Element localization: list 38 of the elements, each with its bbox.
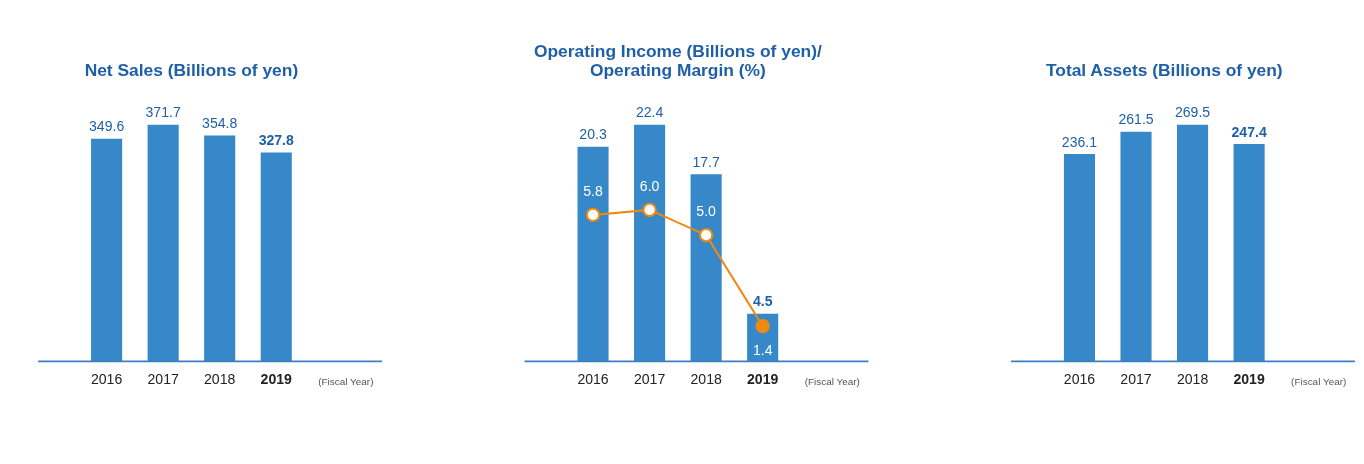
data-label: 327.8 bbox=[258, 132, 295, 149]
data-label: 22.4 bbox=[635, 104, 664, 121]
x-tick-label: 2017 bbox=[147, 371, 179, 388]
data-label: 371.7 bbox=[145, 104, 181, 121]
data-label: 4.5 bbox=[752, 293, 773, 310]
data-label: 349.6 bbox=[88, 118, 125, 135]
x-axis-title: (Fiscal Year) bbox=[1291, 375, 1347, 387]
data-label: 5.0 bbox=[696, 203, 717, 220]
data-label: 6.0 bbox=[639, 177, 660, 194]
data-label: 17.7 bbox=[692, 153, 720, 170]
chart-title: Net Sales (Billions of yen) bbox=[84, 60, 299, 81]
data-label: 261.5 bbox=[1118, 111, 1154, 128]
x-axis-title: (Fiscal Year) bbox=[804, 375, 860, 387]
x-tick-label: 2018 bbox=[690, 371, 722, 388]
data-label: 354.8 bbox=[202, 114, 238, 131]
x-tick-label: 2019 bbox=[747, 371, 779, 388]
x-tick-label: 2017 bbox=[1120, 371, 1152, 388]
point bbox=[642, 202, 657, 218]
x-tick-label: 2019 bbox=[1233, 371, 1265, 388]
data-label: 236.1 bbox=[1061, 133, 1098, 150]
x-tick-label: 2016 bbox=[90, 371, 123, 388]
point bbox=[585, 207, 601, 223]
chart-title: Operating Income (Billions of yen)/ Operating Margin (%) bbox=[533, 41, 822, 81]
x-tick-label: 2016 bbox=[1063, 371, 1096, 388]
data-label: 5.8 bbox=[583, 182, 603, 199]
data-label: 269.5 bbox=[1174, 104, 1211, 121]
x-tick-label: 2018 bbox=[1176, 371, 1209, 388]
data-label: 1.4 bbox=[752, 342, 773, 359]
chart-title: Total Assets (Billions of yen) bbox=[1045, 60, 1283, 81]
x-tick-label: 2017 bbox=[633, 371, 666, 388]
x-tick-label: 2016 bbox=[577, 371, 609, 388]
x-axis-title: (Fiscal Year) bbox=[318, 375, 374, 387]
data-label: 247.4 bbox=[1231, 123, 1267, 140]
data-label: 20.3 bbox=[579, 126, 607, 143]
point bbox=[698, 227, 714, 243]
x-tick-label: 2018 bbox=[204, 371, 236, 388]
point bbox=[755, 318, 770, 334]
x-tick-label: 2019 bbox=[260, 371, 293, 388]
